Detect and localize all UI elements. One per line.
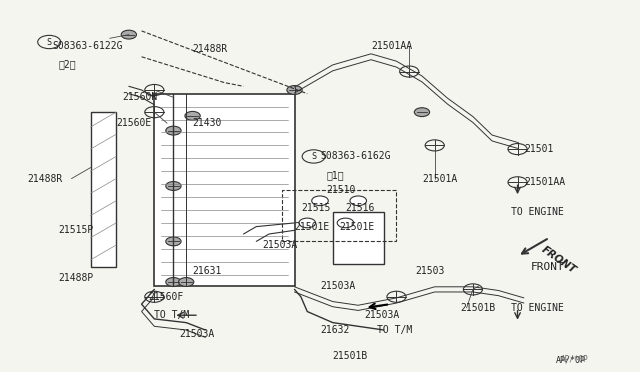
- Text: 21501B: 21501B: [460, 303, 495, 313]
- Text: 21501AA: 21501AA: [371, 41, 412, 51]
- Circle shape: [166, 126, 181, 135]
- Text: S08363-6122G: S08363-6122G: [52, 41, 123, 51]
- Text: 21503A: 21503A: [365, 310, 400, 320]
- Text: 21488R: 21488R: [27, 174, 62, 184]
- Text: S: S: [311, 152, 316, 161]
- Text: 21516: 21516: [346, 203, 375, 213]
- Text: 21488R: 21488R: [193, 44, 228, 54]
- Text: 21488P: 21488P: [59, 273, 94, 283]
- Bar: [91, 112, 116, 267]
- Text: 21632: 21632: [320, 325, 349, 335]
- Text: 21503: 21503: [415, 266, 445, 276]
- Circle shape: [179, 278, 194, 286]
- Text: 21430: 21430: [193, 118, 222, 128]
- Text: 21503A: 21503A: [262, 240, 298, 250]
- Circle shape: [287, 86, 302, 94]
- Bar: [282, 190, 396, 241]
- Text: S: S: [47, 38, 52, 46]
- Text: FRONT: FRONT: [540, 244, 578, 275]
- Circle shape: [166, 278, 181, 286]
- Text: 21501: 21501: [524, 144, 554, 154]
- Text: （2）: （2）: [59, 59, 76, 69]
- Circle shape: [414, 108, 429, 116]
- Circle shape: [299, 218, 316, 228]
- Text: 21501B: 21501B: [333, 351, 368, 361]
- Text: FRONT: FRONT: [531, 262, 564, 272]
- Text: 21515: 21515: [301, 203, 330, 213]
- Text: 21501E: 21501E: [339, 222, 374, 232]
- Text: 21515P: 21515P: [59, 225, 94, 235]
- Text: 21501AA: 21501AA: [524, 177, 565, 187]
- Text: AP/*0P: AP/*0P: [561, 354, 589, 363]
- Text: 21503A: 21503A: [320, 281, 355, 291]
- Text: AP/*0P: AP/*0P: [556, 355, 586, 364]
- Text: TO ENGINE: TO ENGINE: [511, 207, 564, 217]
- Text: 21501A: 21501A: [422, 174, 457, 184]
- Text: 21503A: 21503A: [180, 329, 215, 339]
- Text: 21560N: 21560N: [122, 92, 157, 102]
- Text: TO ENGINE: TO ENGINE: [511, 303, 564, 313]
- Circle shape: [166, 237, 181, 246]
- Text: TO T/M: TO T/M: [378, 325, 413, 335]
- Bar: [154, 94, 294, 286]
- Circle shape: [166, 182, 181, 190]
- Text: 21510: 21510: [326, 185, 356, 195]
- Circle shape: [185, 112, 200, 120]
- Text: TO T/M: TO T/M: [154, 310, 189, 320]
- Circle shape: [350, 196, 367, 206]
- Bar: [333, 212, 384, 263]
- Circle shape: [337, 218, 354, 228]
- Text: 21560F: 21560F: [148, 292, 183, 302]
- Text: 21560E: 21560E: [116, 118, 151, 128]
- Text: S08363-6162G: S08363-6162G: [320, 151, 390, 161]
- Text: （1）: （1）: [326, 170, 344, 180]
- Text: 21631: 21631: [193, 266, 222, 276]
- Text: 21501E: 21501E: [294, 222, 330, 232]
- Circle shape: [121, 30, 136, 39]
- Circle shape: [312, 196, 328, 206]
